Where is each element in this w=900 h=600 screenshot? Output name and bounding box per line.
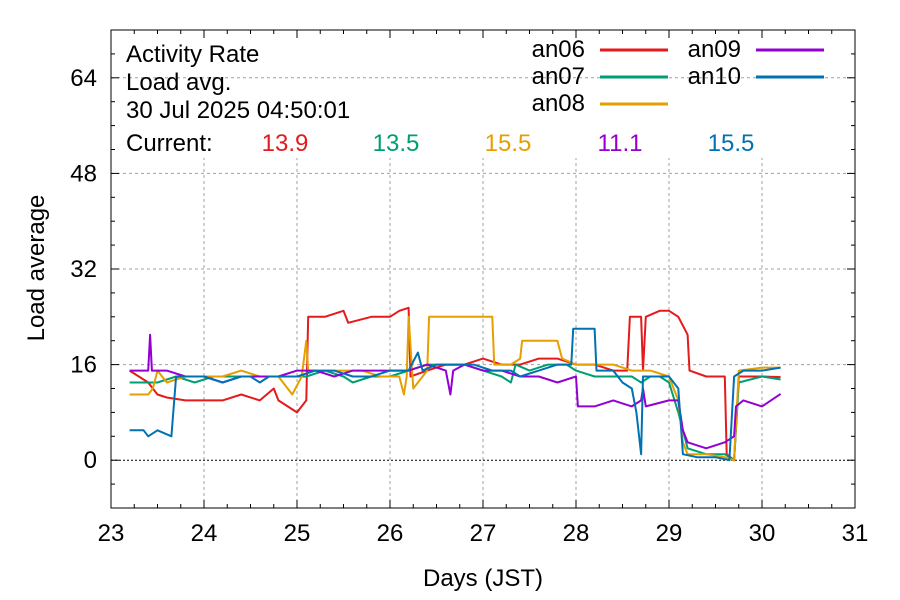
- y-tick-label: 48: [70, 160, 97, 187]
- series-line-an09: [129, 333, 782, 450]
- legend-label-an08: an08: [532, 90, 585, 117]
- legend-label-an10: an10: [688, 63, 741, 90]
- current-label: Current:: [126, 130, 213, 157]
- legend-label-an06: an06: [532, 36, 585, 63]
- x-tick-label: 26: [377, 520, 404, 547]
- current-value-an09: 11.1: [598, 130, 643, 157]
- x-tick-label: 31: [842, 520, 869, 547]
- current-value-an07: 13.5: [373, 130, 420, 157]
- series-line-an10: [129, 327, 781, 462]
- current-value-an08: 15.5: [485, 130, 532, 157]
- y-tick-label: 16: [70, 352, 97, 379]
- x-tick-label: 28: [563, 520, 590, 547]
- x-tick-label: 24: [191, 520, 218, 547]
- chart-subtitle: Load avg.: [126, 69, 231, 96]
- current-values: 13.9 13.5 15.5 11.1 15.5: [262, 130, 755, 157]
- y-tick-label: 0: [84, 447, 97, 474]
- legend-label-an09: an09: [688, 36, 741, 63]
- x-tick-label: 30: [749, 520, 776, 547]
- x-axis-label: Days (JST): [423, 565, 543, 592]
- x-tick-label: 29: [656, 520, 683, 547]
- x-tick-label: 27: [470, 520, 497, 547]
- current-value-an06: 13.9: [262, 130, 309, 157]
- chart-timestamp: 30 Jul 2025 04:50:01: [126, 97, 350, 124]
- current-value-an10: 15.5: [708, 130, 755, 157]
- series-lines: [129, 306, 782, 462]
- legend-label-an07: an07: [532, 63, 585, 90]
- y-tick-label: 32: [70, 256, 97, 283]
- series-line-an08: [129, 315, 781, 462]
- y-tick-label: 64: [70, 65, 97, 92]
- x-tick-label: 23: [98, 520, 125, 547]
- axes: 23 24 25 26 27 28 29 30 31 0 16 32 48 64: [70, 29, 869, 547]
- x-tick-label: 25: [284, 520, 311, 547]
- plot-frame: [110, 29, 856, 509]
- y-axis-label: Load average: [23, 195, 50, 342]
- chart-title: Activity Rate: [126, 41, 259, 68]
